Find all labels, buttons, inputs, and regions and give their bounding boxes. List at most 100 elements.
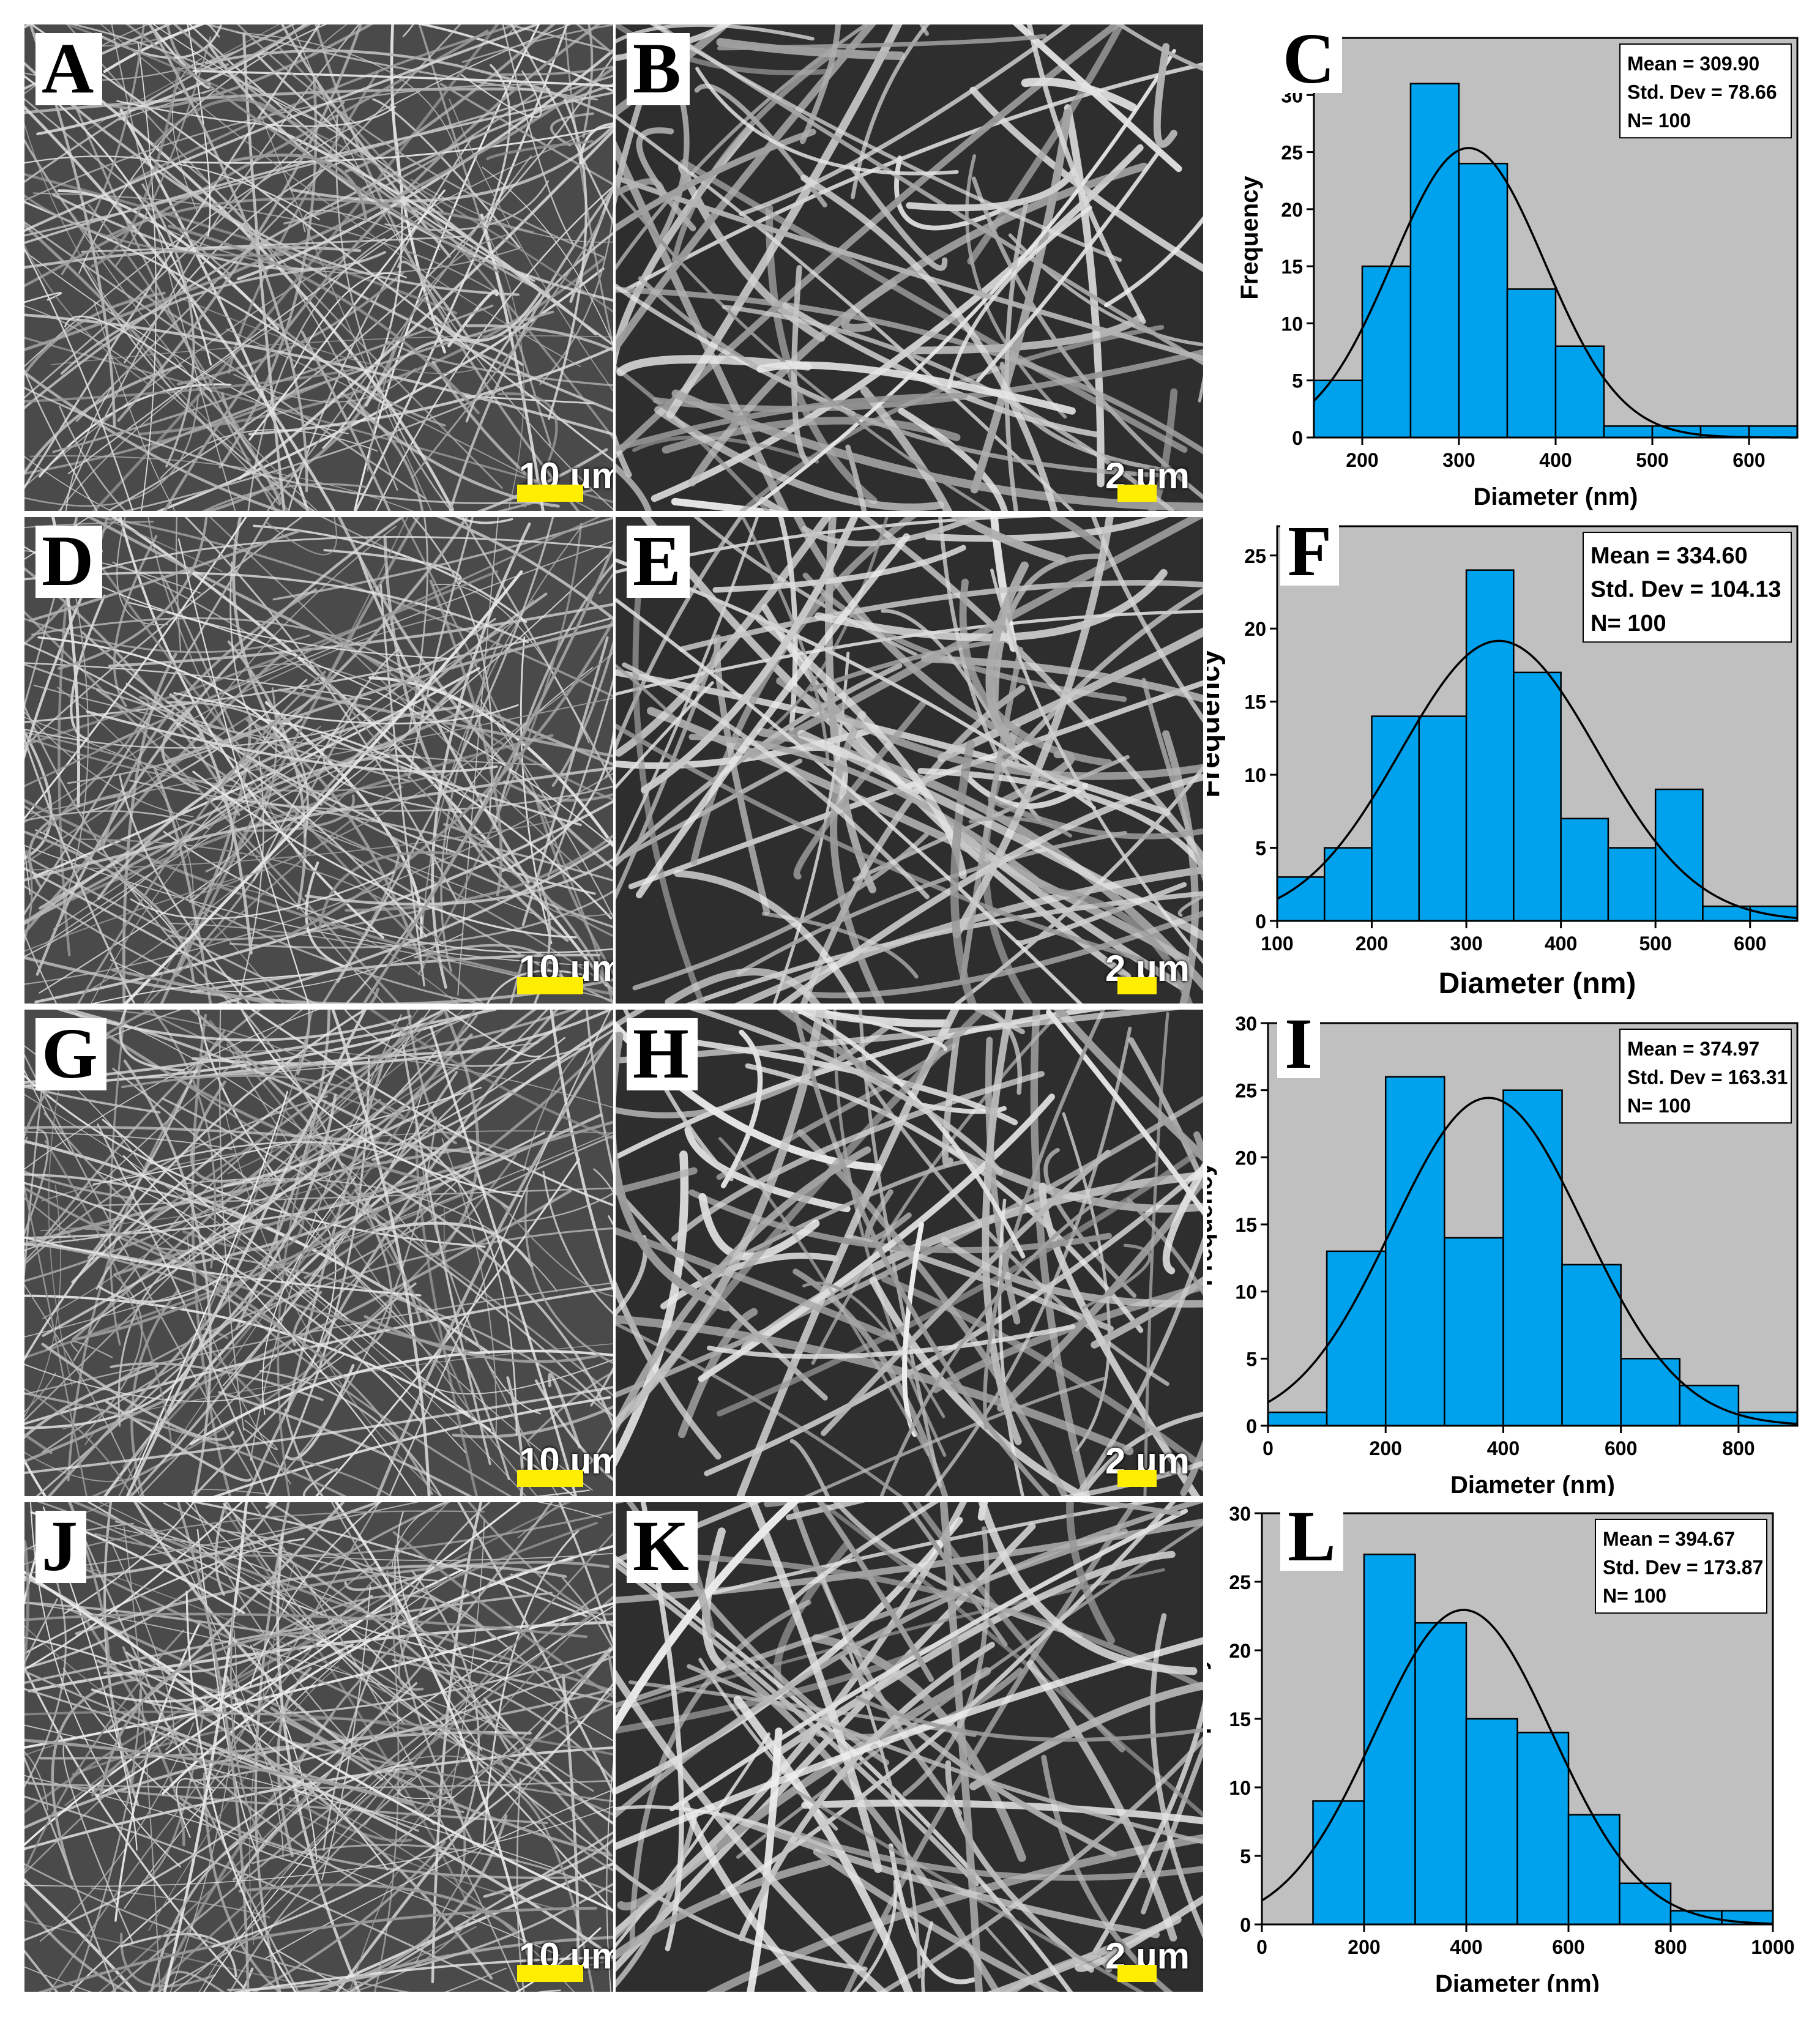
y-tick-label: 10 — [1229, 1777, 1251, 1799]
y-tick-label: 0 — [1255, 911, 1266, 933]
x-tick-label: 100 — [1261, 933, 1293, 955]
panel-letter-g: G — [35, 1018, 106, 1090]
stats-legend-box — [1619, 43, 1792, 139]
x-tick-label: 400 — [1545, 933, 1577, 955]
y-axis-label: Frequency — [1207, 1656, 1211, 1781]
sem-panel-a: A 10 µm — [24, 24, 613, 511]
x-tick-label: 600 — [1605, 1437, 1637, 1459]
stats-legend-line: Std. Dev = 104.13 — [1591, 577, 1781, 603]
x-tick-label: 500 — [1636, 449, 1668, 471]
x-tick-label: 400 — [1539, 449, 1572, 471]
panel-letter-h: H — [627, 1018, 698, 1090]
scale-bar-a — [517, 485, 583, 502]
stats-legend-line: Std. Dev = 78.66 — [1627, 81, 1777, 103]
histogram-chart-c: 05101520253035200300400500600Diameter (n… — [1207, 24, 1813, 511]
normal-fit-curve — [1313, 147, 1798, 439]
y-tick-label: 20 — [1229, 1640, 1251, 1662]
histogram-chart-i: 0 5 10 15 20 25 30 0 200 400 600 800 Diameter (nm) Fr… — [1207, 1010, 1813, 1496]
histogram-bar — [1458, 162, 1509, 439]
scale-bar-k — [1117, 1965, 1157, 1982]
histogram-bar — [1607, 847, 1657, 922]
sem-panel-k: K 2 µm — [616, 1502, 1203, 1992]
stats-legend-line: Mean = 334.60 — [1591, 543, 1748, 569]
histogram-bar — [1620, 1358, 1681, 1427]
histogram-bar — [1444, 1237, 1504, 1427]
normal-fit-curve — [1267, 1097, 1798, 1425]
scale-bar-d — [517, 977, 583, 994]
y-tick-label: 10 — [1281, 313, 1303, 335]
y-tick-label: 15 — [1281, 256, 1303, 278]
sem-panel-e: E 2 µm — [616, 517, 1203, 1004]
x-tick-label: 600 — [1552, 1936, 1584, 1958]
x-tick-label: 1000 — [1751, 1936, 1794, 1958]
histogram-bar — [1554, 345, 1605, 439]
histogram-bar — [1567, 1814, 1620, 1926]
x-tick-label: 0 — [1262, 1437, 1274, 1459]
histogram-bar — [1312, 1800, 1365, 1926]
panel-letter-d: D — [35, 525, 103, 598]
x-axis-label: Diameter (nm) — [1450, 1472, 1615, 1496]
stats-legend-line: Mean = 374.97 — [1627, 1038, 1759, 1060]
chart-letter-f: F — [1280, 517, 1340, 587]
y-tick-label: 15 — [1229, 1708, 1251, 1730]
panel-letter-a: A — [35, 32, 103, 105]
stats-legend-line: Mean = 309.90 — [1627, 53, 1759, 75]
histogram-bar — [1513, 671, 1562, 922]
histogram-bar — [1324, 847, 1373, 922]
y-tick-label: 25 — [1281, 142, 1303, 164]
histogram-bar — [1409, 83, 1460, 439]
histogram-bar — [1313, 379, 1363, 439]
scale-bar-j — [517, 1965, 583, 1982]
y-tick-label: 20 — [1235, 1147, 1257, 1169]
x-tick-label: 200 — [1348, 1936, 1380, 1958]
sem-fibers-d — [24, 517, 613, 1004]
histogram-chart-l: 0 5 10 15 20 25 30 0 200 400 600 800 1000 Diameter (n… — [1207, 1502, 1813, 1992]
histogram-bar — [1502, 1089, 1563, 1427]
x-axis-label: Diameter (nm) — [1435, 1970, 1600, 1992]
histogram-svg-f: 0 5 10 15 20 25 100 200 300 400 500 600 Diameter (nm… — [1207, 525, 1799, 1000]
x-tick-label: 500 — [1639, 933, 1671, 955]
sem-panel-b: B 2 µm — [616, 24, 1203, 511]
scale-bar-e — [1117, 977, 1157, 994]
y-tick-label: 30 — [1235, 1013, 1257, 1035]
scale-bar-h — [1117, 1470, 1157, 1487]
stats-legend-line: Mean = 394.67 — [1603, 1528, 1735, 1550]
x-tick-label: 400 — [1487, 1437, 1520, 1459]
x-tick-label: 600 — [1734, 933, 1766, 955]
y-tick-label: 5 — [1255, 838, 1266, 860]
y-tick-label: 20 — [1244, 618, 1266, 640]
y-axis-label: Frequency — [1207, 649, 1226, 798]
y-tick-label: 25 — [1244, 545, 1266, 567]
stats-legend-line: Std. Dev = 173.87 — [1603, 1557, 1763, 1579]
sem-panel-j: J 10 µm — [24, 1502, 613, 1992]
sem-fibers-j — [24, 1502, 613, 1992]
y-tick-label: 10 — [1235, 1281, 1257, 1303]
panel-letter-j: J — [35, 1510, 86, 1583]
x-tick-label: 800 — [1654, 1936, 1687, 1958]
histogram-bar — [1516, 1732, 1570, 1926]
y-tick-label: 30 — [1229, 1503, 1251, 1525]
y-tick-label: 5 — [1246, 1348, 1257, 1370]
y-axis-label: Frequency — [1207, 1162, 1217, 1286]
stats-legend-box — [1583, 532, 1792, 643]
sem-panel-g: G 10 µm — [24, 1010, 613, 1496]
scale-bar-b — [1117, 485, 1157, 502]
histogram-bar — [1414, 1622, 1468, 1926]
histogram-bar — [1619, 1882, 1672, 1926]
histogram-bar — [1603, 425, 1654, 439]
x-axis-label: Diameter (nm) — [1474, 483, 1638, 510]
sem-fibers-g — [24, 1010, 613, 1496]
stats-legend-box — [1595, 1519, 1767, 1614]
stats-legend-box — [1619, 1029, 1792, 1124]
chart-letter-c: C — [1275, 24, 1343, 95]
panel-letter-b: B — [627, 32, 690, 105]
stats-legend-line: N= 100 — [1603, 1585, 1666, 1607]
histogram-chart-f: 0 5 10 15 20 25 100 200 300 400 500 600 Diameter (nm… — [1207, 517, 1813, 1004]
histogram-bar — [1465, 1718, 1518, 1926]
sem-fibers-a — [24, 24, 613, 511]
histogram-bar — [1361, 265, 1412, 439]
y-tick-label: 0 — [1292, 427, 1303, 449]
x-tick-label: 200 — [1346, 449, 1378, 471]
histogram-bar — [1651, 425, 1702, 439]
y-tick-label: 10 — [1244, 764, 1266, 786]
